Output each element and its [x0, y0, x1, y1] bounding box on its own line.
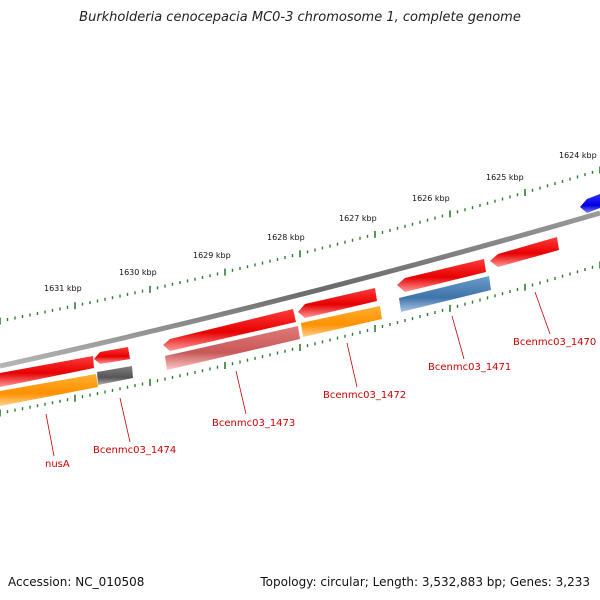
gene-label[interactable]: Bcenmc03_1471 — [428, 362, 511, 373]
gene-block-orange[interactable] — [301, 306, 382, 337]
gene-block-orange[interactable] — [0, 374, 98, 406]
scale-label: 1624 kbp — [559, 151, 597, 160]
gene-block-steelblue[interactable] — [399, 276, 491, 312]
scale-label: 1626 kbp — [412, 194, 450, 203]
gene-arrow-forward[interactable] — [298, 288, 377, 318]
outer-scale-ticks — [0, 166, 600, 325]
gene-label[interactable]: Bcenmc03_1472 — [323, 390, 406, 401]
gene-arrow-forward[interactable] — [0, 356, 94, 387]
scale-label: 1625 kbp — [486, 173, 524, 182]
gene-arrow-forward[interactable] — [163, 309, 296, 351]
gene-label[interactable]: Bcenmc03_1473 — [212, 418, 295, 429]
gene-arrow-forward[interactable] — [490, 237, 559, 267]
chromosome-backbone — [0, 210, 600, 369]
gene-label[interactable]: Bcenmc03_1470 — [513, 337, 596, 348]
gene-arrow-forward-blue[interactable] — [580, 194, 600, 213]
accession-text: Accession: NC_010508 — [8, 575, 145, 589]
inner-scale-ticks — [0, 261, 600, 417]
scale-label: 1629 kbp — [193, 251, 231, 260]
gene-arrow-forward[interactable] — [397, 259, 486, 292]
scale-label: 1630 kbp — [119, 268, 157, 277]
scale-label: 1631 kbp — [44, 284, 82, 293]
map-title: Burkholderia cenocepacia MC0-3 chromosom… — [79, 10, 521, 25]
label-leaders — [45, 291, 551, 457]
topology-summary: Topology: circular; Length: 3,532,883 bp… — [260, 575, 590, 589]
gene-block-gray[interactable] — [97, 366, 133, 385]
gene-block-pink[interactable] — [165, 326, 300, 370]
scale-label: 1627 kbp — [339, 214, 377, 223]
gene-label[interactable]: nusA — [45, 459, 70, 470]
scale-label: 1628 kbp — [267, 233, 305, 242]
gene-label[interactable]: Bcenmc03_1474 — [93, 445, 176, 456]
gene-arrow-forward[interactable] — [94, 347, 130, 364]
